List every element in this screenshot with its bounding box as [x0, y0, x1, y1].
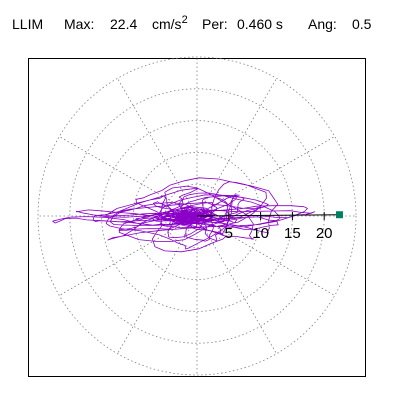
max-label: Max: — [64, 16, 95, 32]
per-value: 0.460 s — [237, 16, 283, 32]
max-marker — [335, 211, 343, 219]
radial-axis — [196, 212, 340, 220]
radial-tick-label-5: 5 — [225, 225, 233, 242]
radial-tick-label-15: 15 — [284, 225, 301, 242]
grid-ring-25 — [37, 56, 357, 376]
radial-tick-label-10: 10 — [252, 225, 269, 242]
grid-spoke-60 — [196, 78, 277, 217]
max-unit-text: cm/s — [152, 16, 182, 32]
radial-tick-labels: 5 10 15 20 — [225, 225, 333, 242]
max-unit-exponent: 2 — [181, 14, 188, 26]
motion-trace — [52, 177, 315, 253]
per-label: Per: — [202, 16, 228, 32]
max-value: 22.4 — [110, 16, 138, 32]
grid-spoke-210 — [59, 215, 198, 296]
max-point-marker — [335, 211, 343, 219]
ang-value: 0.5 — [352, 16, 372, 32]
grid-spoke-240 — [117, 215, 198, 354]
plot-header: LLIM Max: 22.4 cm/s2 Per: 0.460 s Ang: 0… — [0, 14, 400, 40]
grid-spoke-330 — [196, 215, 335, 296]
radial-tick-label-20: 20 — [316, 225, 333, 242]
grid-spoke-30 — [196, 136, 335, 217]
grid-spoke-120 — [117, 78, 198, 217]
station-code: LLIM — [12, 16, 44, 32]
grid-spoke-300 — [196, 215, 277, 354]
ang-label: Ang: — [308, 16, 337, 32]
max-unit: cm/s2 — [152, 14, 188, 33]
trace-path — [52, 177, 315, 253]
plot-frame — [28, 58, 366, 377]
radial-axis-line — [196, 214, 340, 217]
grid-spoke-150 — [59, 136, 198, 217]
